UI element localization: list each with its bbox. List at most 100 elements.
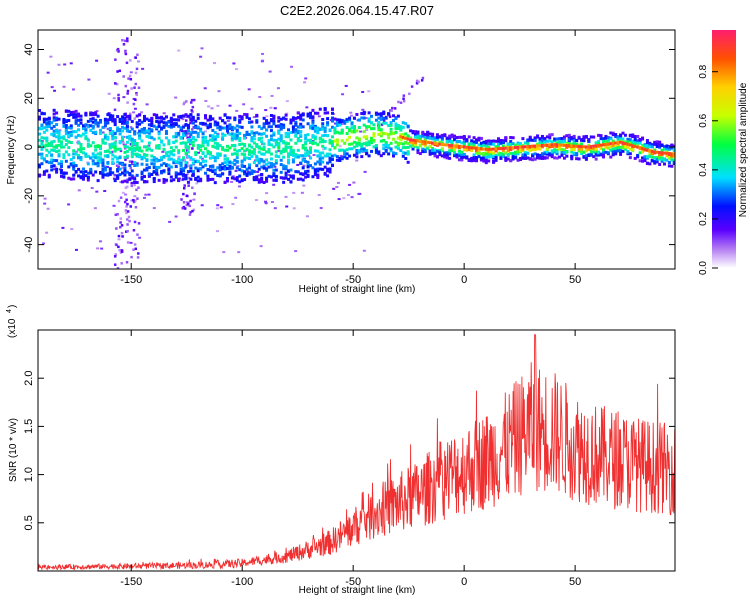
spectrogram-cell [225, 163, 229, 167]
spectrogram-cell [616, 146, 620, 150]
spectrogram-cell [309, 141, 313, 145]
spectrogram-cell [262, 145, 266, 149]
spectrogram-cell [99, 158, 103, 162]
spectrogram-cell [81, 175, 85, 179]
spectrogram-cell [487, 142, 491, 146]
spectrogram-cell [372, 127, 376, 131]
spectrogram-cell [428, 144, 432, 148]
spectrogram-cell [672, 155, 675, 159]
spectrogram-cell [342, 197, 346, 200]
spectrogram-cell [455, 139, 459, 143]
spectrogram-ytick-label: -20 [23, 188, 35, 204]
spectrogram-cell [272, 145, 276, 149]
spectrogram-cell [230, 135, 234, 139]
spectrogram-cell [321, 134, 325, 138]
spectrogram-cell [401, 121, 405, 125]
spectrogram-cell [577, 136, 581, 140]
spectrogram-cell [191, 186, 194, 189]
spectrogram-cell [150, 117, 154, 121]
spectrogram-cell [435, 149, 439, 153]
spectrogram-cell [121, 163, 125, 167]
spectrogram-cell [482, 143, 486, 147]
snr-ytick-label: 2.0 [23, 371, 35, 386]
spectrogram-cell [304, 133, 308, 137]
spectrogram-cell [89, 124, 93, 128]
spectrogram-cell [479, 144, 483, 148]
spectrogram-cell [323, 126, 327, 130]
spectrogram-cell [172, 118, 176, 122]
spectrogram-cell [67, 119, 71, 123]
spectrogram-ridge-cell [604, 142, 608, 146]
spectrogram-cell [232, 62, 236, 65]
spectrogram-cell [199, 148, 203, 152]
spectrogram-cell [567, 142, 571, 146]
spectrogram-cell [101, 159, 105, 163]
spectrogram-cell [333, 117, 337, 121]
spectrogram-cell [223, 167, 227, 171]
spectrogram-cell [235, 160, 239, 164]
spectrogram-cell [125, 124, 129, 128]
spectrogram-cell [99, 160, 103, 164]
spectrogram-cell [112, 204, 116, 207]
spectrogram-cell [129, 71, 133, 74]
spectrogram-cell [543, 140, 547, 144]
spectrogram-cell [45, 231, 49, 234]
spectrogram-cell [47, 124, 51, 128]
spectrogram-cell [105, 165, 109, 168]
spectrogram-cell [316, 143, 320, 147]
spectrogram-cell [379, 139, 383, 143]
spectrogram-cell [55, 118, 59, 122]
spectrogram-cell [636, 153, 640, 157]
spectrogram-cell [484, 139, 488, 143]
spectrogram-cell [472, 140, 476, 144]
spectrogram-cell [361, 108, 365, 111]
spectrogram-cell [614, 152, 618, 156]
spectrogram-cell [121, 235, 124, 238]
spectrogram-cell [119, 217, 123, 220]
spectrogram-cell [140, 172, 144, 176]
spectrogram-cell [367, 111, 371, 115]
spectrogram-cell [64, 138, 68, 142]
spectrogram-cell [377, 122, 380, 126]
spectrogram-cell [111, 142, 115, 146]
spectrogram-cell [126, 218, 129, 221]
spectrogram-cell [309, 138, 313, 142]
spectrogram-cell [206, 174, 210, 178]
spectrogram-cell [328, 152, 332, 156]
spectrogram-cell [484, 155, 488, 159]
spectrogram-cell [265, 115, 269, 118]
spectrogram-cell [267, 174, 271, 178]
spectrogram-cell [133, 220, 137, 224]
spectrogram-cell [181, 137, 184, 140]
spectrogram-cell [108, 113, 112, 117]
spectrogram-ridge-cell [597, 143, 601, 147]
spectrogram-cell [113, 108, 117, 112]
spectrogram-ridge-cell [440, 142, 444, 146]
spectrogram-cell [589, 153, 593, 157]
spectrogram-cell [218, 144, 222, 148]
spectrogram-cell [477, 149, 481, 153]
spectrogram-ridge-cell [501, 146, 505, 150]
spectrogram-cell [545, 139, 549, 143]
spectrogram-cell [108, 150, 112, 154]
spectrogram-cell [300, 191, 304, 194]
spectrogram-cell [201, 151, 205, 155]
spectrogram-ridge-cell [667, 152, 671, 156]
spectrogram-cell [152, 162, 156, 166]
snr-ticks: -150 -100 -50 0 500.51.01.52.0 [23, 330, 675, 588]
spectrogram-cell [55, 144, 59, 148]
spectrogram-cell [215, 207, 219, 210]
spectrogram-cell [323, 111, 327, 115]
spectrogram-cell [450, 142, 454, 146]
spectrogram-cell [265, 162, 269, 166]
spectrogram-cell [90, 187, 94, 190]
spectrogram-cell [182, 186, 186, 190]
spectrogram-cell [409, 140, 413, 144]
spectrogram-cell [91, 120, 95, 124]
spectrogram-cell [50, 165, 54, 169]
spectrogram-cell [272, 172, 276, 176]
spectrogram-cell [311, 175, 315, 179]
spectrogram-cell [121, 171, 125, 175]
